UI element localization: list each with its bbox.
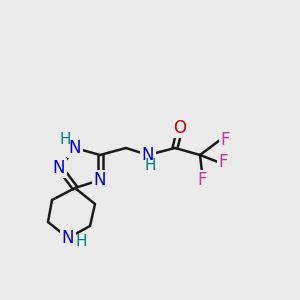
Text: H: H [144, 158, 156, 172]
Text: H: H [59, 133, 71, 148]
Text: N: N [69, 139, 81, 157]
Text: O: O [173, 119, 187, 137]
Text: N: N [142, 146, 154, 164]
Text: F: F [218, 153, 228, 171]
Text: F: F [197, 171, 207, 189]
Text: N: N [62, 229, 74, 247]
Text: F: F [220, 131, 230, 149]
Text: H: H [75, 233, 87, 248]
Text: N: N [94, 171, 106, 189]
Text: N: N [53, 159, 65, 177]
